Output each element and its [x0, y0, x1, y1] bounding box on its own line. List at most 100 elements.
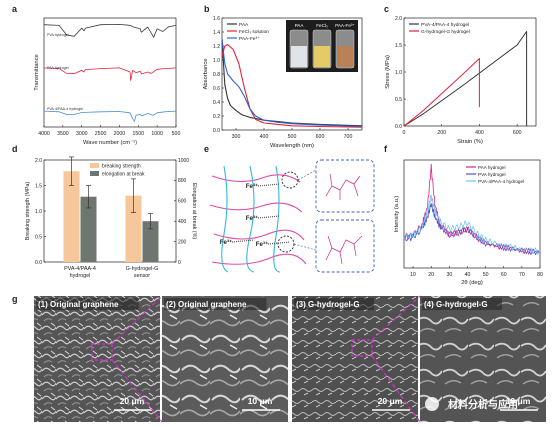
y-tick-label-d-right: 200 — [178, 239, 187, 245]
caption-bg-3 — [294, 298, 374, 310]
fe-ion-label-0: Fe³⁺ — [246, 183, 259, 190]
y-tick-label-d-left: 1.5 — [35, 183, 42, 189]
zoom-box-bottom — [315, 219, 375, 273]
panel-label-g: g — [12, 294, 18, 304]
y-tick-label-c: 1.0 — [395, 70, 402, 76]
scale-bar-label-3: 20 μm — [378, 396, 403, 406]
y-tick-label-b: 1.4 — [213, 30, 220, 36]
x-tick-label-a: 3500 — [57, 131, 69, 137]
panel-label-c: c — [384, 4, 389, 14]
sem-caption-3: (3) G-hydrogel-G — [296, 300, 360, 309]
x-tick-label-a: 1000 — [151, 131, 163, 137]
x-axis-label-c: Strain (%) — [457, 139, 483, 145]
zoom-connector-3a — [371, 295, 421, 341]
scale-bar-label-2: 10 μm — [248, 396, 273, 406]
x-tick-label-b: 400 — [260, 134, 269, 140]
molecule-sketch-bottom — [325, 235, 363, 265]
y-tick-label-b: 1.2 — [213, 44, 220, 50]
bar-1-0 — [80, 196, 97, 262]
zoom-square-1 — [91, 343, 113, 361]
y-tick-label-b: 0.4 — [213, 100, 220, 106]
y-tick-label-c: 0.0 — [395, 124, 402, 130]
x-tick-label-b: 600 — [316, 134, 325, 140]
x-tick-label-c: 400 — [475, 130, 484, 136]
y-tick-label-c: 1.5 — [395, 43, 402, 49]
curve-label-a-1: PAA hydrogel — [47, 66, 69, 70]
vial-label-0: PAA — [295, 23, 305, 28]
legend-label-f-0: PAA hydrogel — [478, 165, 506, 170]
coordination-bond-3 — [267, 241, 291, 245]
x-tick-label-b: 700 — [344, 134, 353, 140]
y-tick-label-b: 0.8 — [213, 72, 220, 78]
series-a-1 — [43, 67, 177, 81]
sem-caption-2: (2) Original graphene — [166, 300, 247, 309]
x-tick-label-f: 30 — [446, 272, 452, 278]
zoom-circle-bottom — [277, 235, 295, 253]
y-tick-label-d-left: 0.5 — [35, 234, 42, 240]
caption-bg-2 — [164, 298, 267, 310]
legend-label-f-2: PVA-4/PAA-4 hydrogel — [478, 179, 524, 184]
cyan-chain-1 — [246, 165, 255, 273]
legend-label-b-0: PAA — [239, 22, 249, 28]
series-b-0 — [221, 38, 363, 127]
legend-swatch-d-0 — [90, 163, 99, 168]
x-tick-label-b: 500 — [288, 134, 297, 140]
vial-liquid-2 — [337, 46, 353, 67]
zoom-connector-1a — [111, 295, 163, 345]
series-f-2 — [403, 194, 541, 255]
y-axis-label-c: Stress (MPa) — [385, 55, 391, 89]
coordination-bond-0 — [257, 183, 281, 187]
y-axis-label-a: Transmittance — [34, 54, 40, 91]
bar-1-1 — [142, 221, 159, 262]
pink-chain-3 — [211, 253, 307, 265]
x-tick-label-f: 80 — [537, 272, 543, 278]
legend-swatch-d-1 — [90, 171, 99, 176]
y-tick-label-d-left: 0.0 — [35, 260, 42, 266]
panel-a-frame — [43, 17, 177, 128]
pink-chain-2 — [213, 229, 305, 241]
sem-image-3 — [292, 296, 418, 422]
watermark-text: 材料分析与应用 — [448, 398, 518, 411]
y-axis-label-d-left: Breaking strength (MPa) — [25, 182, 31, 241]
y-tick-label-b: 0.6 — [213, 86, 220, 92]
x-tick-label-f: 40 — [465, 272, 471, 278]
fe-ion-label-2: Fe³⁺ — [220, 239, 233, 246]
vial-label-2: PAA-Fe³⁺ — [335, 23, 355, 28]
x-tick-label-a: 2000 — [114, 131, 126, 137]
group-label-d-0: PVA-4/PAA-4 — [64, 266, 96, 272]
curve-label-a-0: PVA hydrogel — [47, 33, 69, 37]
group-label-d-line2-1: sensor — [134, 273, 150, 279]
sem-caption-4: (4) G-hydrogel-G — [424, 300, 488, 309]
group-label-d-1: G-hydrogel-G — [126, 266, 159, 272]
zoom-link-bottom — [293, 243, 317, 251]
cyan-chain-2 — [273, 165, 281, 273]
zoom-circle-top — [281, 171, 299, 189]
y-tick-label-b: 0.0 — [213, 128, 220, 134]
x-tick-label-a: 3000 — [76, 131, 88, 137]
x-tick-label-c: 200 — [437, 130, 446, 136]
y-tick-label-d-left: 1.0 — [35, 209, 42, 215]
x-tick-label-b: 300 — [232, 134, 241, 140]
scale-bar-label-1: 20 μm — [120, 396, 145, 406]
x-tick-label-f: 60 — [501, 272, 507, 278]
series-a-0 — [43, 23, 177, 38]
sem-image-4 — [420, 296, 546, 422]
series-b-2 — [221, 38, 363, 128]
x-axis-label-b: Wavelength (nm) — [270, 143, 314, 149]
vial-liquid-0 — [291, 46, 307, 67]
molecule-sketch-top — [325, 173, 361, 200]
y-tick-label-b: 1.0 — [213, 58, 220, 64]
caption-bg-1 — [36, 298, 139, 310]
zoom-link-top — [297, 169, 317, 181]
legend-label-f-1: PVA hydrogel — [478, 172, 506, 177]
zoom-box-top — [315, 159, 375, 213]
x-tick-label-a: 4000 — [38, 131, 50, 137]
x-axis-label-a: Wave number (cm⁻¹) — [83, 140, 137, 146]
x-tick-label-f: 50 — [483, 272, 489, 278]
bar-0-1 — [125, 195, 142, 262]
series-f-1 — [403, 203, 541, 256]
pink-chain-0 — [211, 174, 301, 183]
scale-bar-label-4: 10 μm — [506, 396, 531, 406]
network-schematic: Fe³⁺ Fe³⁺ Fe³⁺ Fe³⁺ — [209, 159, 375, 273]
